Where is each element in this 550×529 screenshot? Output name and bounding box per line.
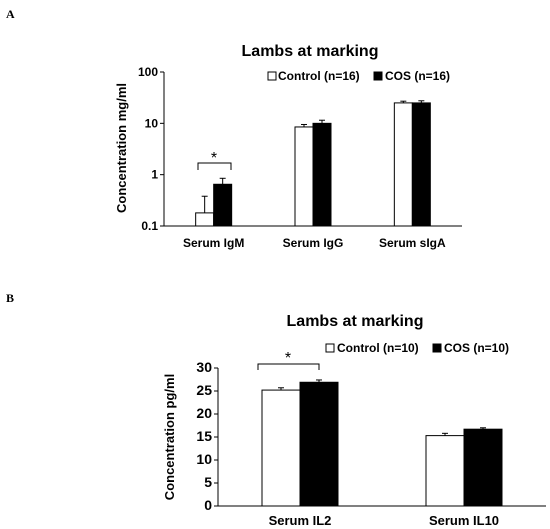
y-tick-label: 25 [196,382,212,398]
x-category-label: Serum IL2 [269,513,332,528]
bar-serum-igg-control [294,126,314,227]
bar-serum-il2-control [261,389,301,507]
legend-swatch-control [325,343,335,353]
x-category-label: Serum sIgA [379,236,446,250]
bar-serum-il2-cos [299,381,339,507]
y-tick-label: 20 [196,405,212,421]
panel-a-title: Lambs at marking [242,43,379,60]
legend-swatch-control [267,71,277,81]
panel-a-significance-star: * [211,150,217,167]
bar-serum-igm-control [195,212,215,227]
bar-serum-igg-cos [312,122,332,227]
bar-serum-siga-control [393,102,413,227]
panel-a-y-axis-label: Concentration mg/ml [114,83,129,213]
bar-serum-il10-cos [463,428,503,507]
y-tick-label: 0.1 [141,219,158,233]
panel-a-legend: Control (n=16) COS (n=16) [267,69,450,83]
panel-b-label: B [6,291,14,305]
legend-label-cos: COS (n=16) [385,69,450,83]
legend-swatch-cos [432,343,442,353]
y-tick-label: 0 [204,497,212,513]
y-tick-label: 30 [196,359,212,375]
y-tick-label: 10 [196,451,212,467]
y-tick-label: 5 [204,474,212,490]
panel-b-y-axis-label: Concentration pg/ml [162,374,177,500]
y-tick-label: 15 [196,428,212,444]
panel-a-label: A [6,7,15,21]
y-tick-label: 100 [138,65,158,79]
panel-b-legend: Control (n=10) COS (n=10) [325,341,509,355]
panel-a-significance-bracket: * [197,150,232,170]
legend-label-control: Control (n=10) [337,341,419,355]
legend-swatch-cos [373,71,383,81]
x-category-label: Serum IgM [183,236,244,250]
bar-serum-siga-cos [411,102,431,227]
panel-b-title: Lambs at marking [287,313,424,330]
x-category-label: Serum IgG [283,236,344,250]
y-tick-label: 10 [145,116,159,130]
panel-b-significance-bracket: * [257,350,320,370]
y-tick-label: 1 [151,168,158,182]
x-category-label: Serum IL10 [429,513,499,528]
legend-label-cos: COS (n=10) [444,341,509,355]
legend-label-control: Control (n=16) [278,69,360,83]
bar-serum-igm-cos [213,183,233,227]
panel-b-significance-star: * [285,350,291,367]
panel-a: A Lambs at marking Concentration mg/ml 0… [6,7,462,250]
panel-b: B Lambs at marking Concentration pg/ml 0… [6,291,546,528]
bar-serum-il10-control [425,435,465,507]
